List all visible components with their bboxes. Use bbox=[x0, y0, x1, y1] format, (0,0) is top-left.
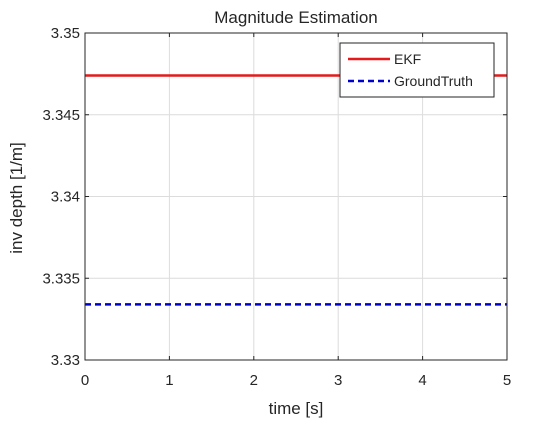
y-axis-label: inv depth [1/m] bbox=[7, 142, 26, 254]
legend-box bbox=[339, 42, 495, 98]
x-tick-label: 1 bbox=[165, 372, 173, 389]
y-tick-label: 3.35 bbox=[51, 25, 80, 42]
x-axis-label: time [s] bbox=[269, 399, 324, 418]
axes-layer: 0 1 2 3 4 5 3.33 3.335 3.34 3.345 3.35 bbox=[42, 25, 511, 389]
y-tick-label: 3.345 bbox=[42, 107, 80, 124]
chart-title: Magnitude Estimation bbox=[214, 8, 377, 27]
x-tick-label: 5 bbox=[503, 372, 511, 389]
y-tick-label: 3.33 bbox=[51, 352, 80, 369]
legend-label-groundtruth: GroundTruth bbox=[394, 73, 473, 89]
x-tick-label: 3 bbox=[334, 372, 342, 389]
x-tick-label: 4 bbox=[418, 372, 426, 389]
x-tick-label: 2 bbox=[250, 372, 258, 389]
legend-label-ekf: EKF bbox=[394, 51, 421, 67]
y-tick-label: 3.34 bbox=[51, 189, 80, 206]
y-tick-label: 3.335 bbox=[42, 270, 80, 287]
x-tick-label: 0 bbox=[81, 372, 89, 389]
legend: EKF GroundTruth bbox=[339, 42, 495, 98]
